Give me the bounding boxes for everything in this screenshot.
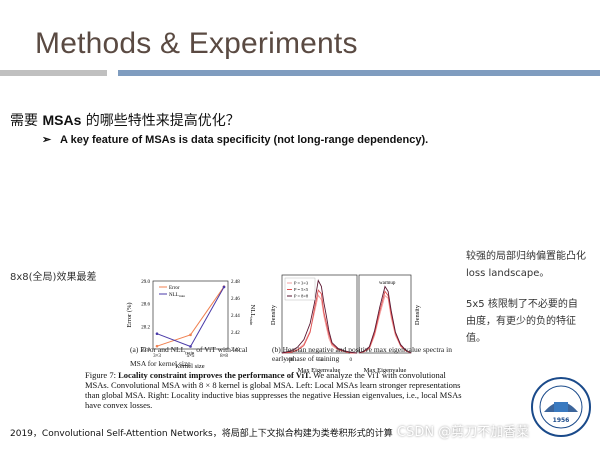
mid-chart-ylabel: Density [270, 304, 277, 325]
nll-point [155, 332, 159, 335]
mid-legend-entry: P = 3×3 [294, 281, 309, 286]
left-y2tick: 2.48 [231, 280, 240, 285]
left-y2tick: 2.42 [231, 331, 240, 336]
question-bold: MSAs [42, 112, 82, 128]
bullet-point: ➢ A key feature of MSAs is data specifici… [42, 133, 428, 146]
nll-point [189, 345, 192, 348]
note-right-2: 5x5 核限制了不必要的自由度，有更少的负的特征值。 [466, 299, 578, 344]
right-chart-label: warmup [379, 281, 396, 286]
title-underline-right [118, 70, 600, 76]
left-y2tick: 2.46 [231, 297, 240, 302]
right-chart-frame [358, 274, 412, 354]
arrow-bullet-icon: ➢ [42, 134, 52, 146]
left-chart-legend: Error NLLtrain [159, 286, 185, 298]
mid-chart-xlabel: Max Eigenvalue [298, 367, 341, 374]
caption-a: (a) Error and NLLtrain of ViT with local… [130, 345, 248, 368]
left-chart-xlabel: Kernel size [175, 363, 205, 370]
mid-xtick: −100 [283, 358, 294, 363]
right-series-line [358, 285, 412, 354]
mid-chart-frame [281, 274, 358, 354]
right-chart: warmup Density Max Eigenvalue [358, 274, 421, 374]
left-chart-ylabel: Error (%) [126, 302, 133, 327]
mid-legend-entry: P = 8×8 [294, 294, 309, 299]
right-chart-xlabel: Max Eigenvalue [364, 367, 407, 374]
left-chart-frame [152, 280, 229, 350]
question-suffix: 的哪些特性来提高优化？ [81, 113, 240, 129]
title-underline-gap [108, 69, 116, 77]
note-left: 8x8(全局)效果最差 [10, 272, 97, 283]
right-chart-ylabel: Density [414, 304, 421, 325]
left-y2tick: 2.40 [231, 348, 240, 353]
figure-7: 27.8 28.2 28.6 29.0 2.40 2.42 2.44 2.46 2.48 3×3 5… [126, 274, 421, 374]
error-point [189, 333, 192, 337]
question-prefix: 需要 [10, 113, 43, 129]
csdn-watermark: CSDN @剪刀不加香菜 [397, 425, 530, 440]
mid-legend-entry: P = 5×5 [294, 287, 309, 292]
error-point [155, 344, 159, 348]
legend-error: Error [169, 286, 180, 291]
question-heading: 需要 MSAs 的哪些特性来提高优化？ [10, 110, 240, 130]
left-ytick: 28.2 [141, 325, 150, 330]
nll-point [222, 285, 226, 289]
mid-series-line [281, 279, 358, 354]
mid-xtick: 0 [350, 358, 353, 363]
mid-chart-legend: P = 3×3P = 5×5 P = 8×8 [284, 277, 316, 301]
left-xtick: 8×8 [220, 354, 228, 359]
seal-year: 1956 [553, 417, 570, 424]
left-y2tick: 2.44 [231, 314, 240, 319]
left-ytick: 29.0 [141, 280, 150, 285]
left-xtick: 5×5 [187, 354, 195, 359]
right-series-line [358, 290, 412, 354]
title-underline-left [0, 70, 107, 76]
nll-series-line [156, 286, 225, 348]
caption-b: (b) Hessian negative and positive max ei… [272, 345, 452, 363]
mid-series-line [281, 289, 357, 354]
mid-chart: −100 −50 0 P = 3×3P = 5×5 P = 8×8 Density M… [270, 274, 358, 374]
left-ytick: 28.6 [141, 303, 150, 308]
note-right-1: 较强的局部归纳偏置能凸化loss landscape。 [466, 251, 586, 279]
figure-caption: Figure 7: Locality constraint improves t… [85, 370, 462, 410]
mid-xtick: −50 [316, 358, 324, 363]
left-ytick: 27.8 [141, 348, 150, 353]
university-seal-icon: 1956 [531, 377, 591, 437]
footer-note: 2019，Convolutional Self-Attention Networ… [10, 429, 393, 439]
left-chart: 27.8 28.2 28.6 29.0 2.40 2.42 2.44 2.46 2.48 3×3 5… [126, 280, 256, 370]
bullet-text: A key feature of MSAs is data specificit… [60, 134, 429, 146]
slide-title: Methods & Experiments [35, 27, 358, 60]
left-xtick: 3×3 [153, 354, 161, 359]
left-chart-y2label: NLLtrain [249, 305, 256, 327]
legend-nll: NLLtrain [169, 293, 185, 298]
mid-legend-box [284, 277, 316, 301]
